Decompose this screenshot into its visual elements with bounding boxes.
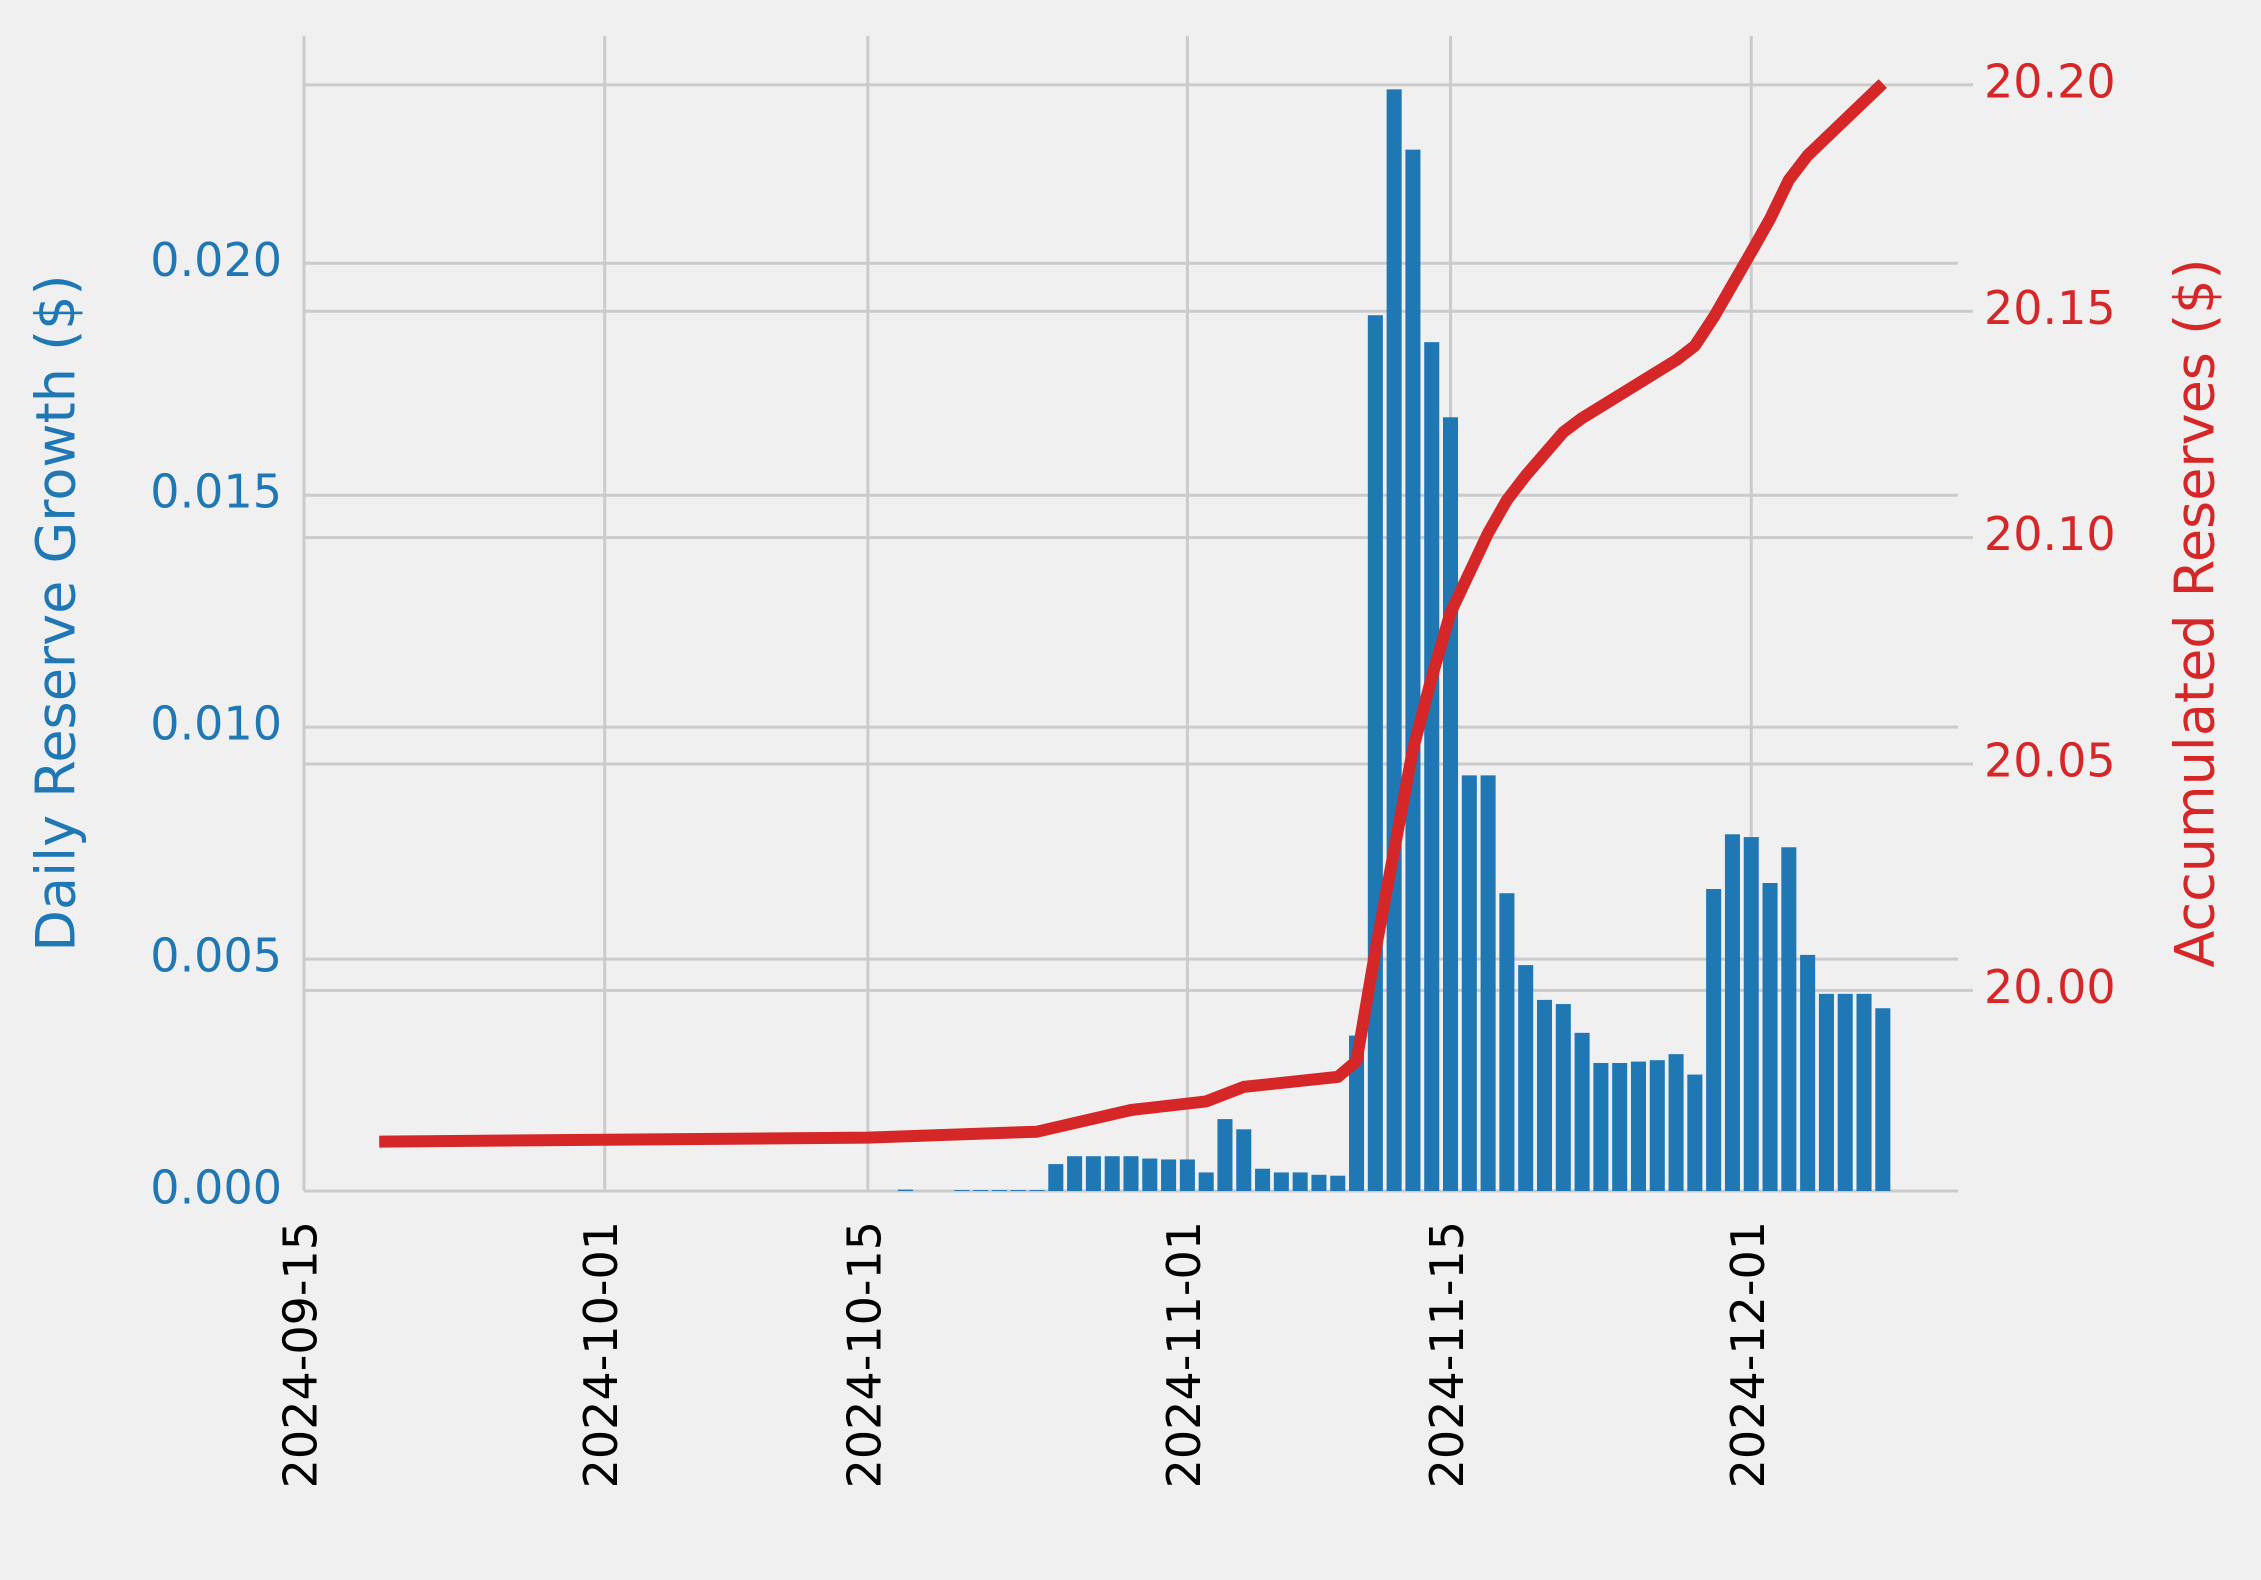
bar [1781, 847, 1797, 1191]
bar [1743, 837, 1759, 1191]
bar [954, 1190, 970, 1191]
bar [1104, 1156, 1120, 1191]
x-tick-label: 2024-11-15 [1420, 1221, 1474, 1488]
bar [1386, 89, 1402, 1191]
bar [1443, 417, 1459, 1191]
bar [1085, 1156, 1101, 1191]
x-tick-label: 2024-10-15 [837, 1221, 891, 1488]
y2-tick-label: 20.20 [1984, 54, 2116, 108]
bar [1687, 1074, 1703, 1191]
bar [1367, 315, 1383, 1191]
bar [1273, 1172, 1289, 1191]
bar [1800, 954, 1816, 1191]
bar [1555, 1004, 1571, 1191]
bar [1029, 1190, 1045, 1191]
bar [1706, 889, 1722, 1191]
y2-tick-label: 20.15 [1984, 281, 2116, 335]
bar [1668, 1054, 1684, 1191]
x-tick-label: 2024-12-01 [1721, 1221, 1775, 1488]
bar [1142, 1158, 1158, 1191]
bar [1536, 999, 1553, 1191]
y2-axis-label: Accumulated Reserves ($) [2164, 258, 2227, 967]
y2-tick-label: 20.10 [1984, 507, 2116, 561]
bar [1724, 834, 1740, 1191]
bar [1255, 1168, 1271, 1191]
bar [1311, 1174, 1327, 1191]
y-tick-label: 0.010 [150, 697, 282, 751]
bar [1292, 1172, 1308, 1191]
x-tick-label: 2024-09-15 [274, 1221, 328, 1488]
y-tick-label: 0.020 [150, 233, 282, 287]
bar [1612, 1062, 1628, 1191]
bar [1123, 1156, 1139, 1191]
x-tick-label: 2024-11-01 [1157, 1221, 1211, 1488]
bar [1499, 893, 1515, 1191]
y-axis-label: Daily Reserve Growth ($) [25, 274, 88, 951]
bar [1518, 965, 1534, 1191]
bar [1424, 342, 1440, 1191]
y-tick-label: 0.015 [150, 465, 282, 519]
bar [1818, 993, 1834, 1191]
bar [1217, 1119, 1233, 1191]
bar [991, 1190, 1007, 1191]
y-tick-label: 0.005 [150, 929, 282, 983]
bar [1179, 1159, 1195, 1191]
labels: 2024-09-15 2024-10-01 2024-10-15 2024-11-01… [25, 54, 2227, 1488]
bar [1161, 1159, 1177, 1191]
bar [973, 1190, 989, 1191]
bar [1405, 149, 1421, 1192]
bar [1762, 883, 1778, 1191]
bar [1010, 1190, 1026, 1191]
bar [1630, 1061, 1646, 1191]
bar [1574, 1032, 1590, 1191]
bar [1593, 1062, 1609, 1191]
y2-tick-label: 20.05 [1984, 734, 2116, 788]
bar [1067, 1156, 1083, 1191]
bar [897, 1189, 913, 1191]
bar [1480, 775, 1496, 1191]
marks [379, 79, 1891, 1192]
x-tick-label: 2024-10-01 [574, 1221, 628, 1488]
bar [1048, 1164, 1064, 1191]
bar [1856, 993, 1872, 1191]
line [379, 79, 1887, 1148]
bar [1837, 993, 1853, 1191]
bar [1875, 1008, 1891, 1191]
bar [1649, 1060, 1665, 1191]
bar [1330, 1175, 1346, 1191]
y-tick-label: 0.000 [150, 1161, 282, 1215]
bar [1349, 1035, 1365, 1191]
bar [1198, 1172, 1214, 1191]
bar [1461, 775, 1477, 1191]
bar [1236, 1129, 1252, 1191]
y2-tick-label: 20.00 [1984, 960, 2116, 1014]
